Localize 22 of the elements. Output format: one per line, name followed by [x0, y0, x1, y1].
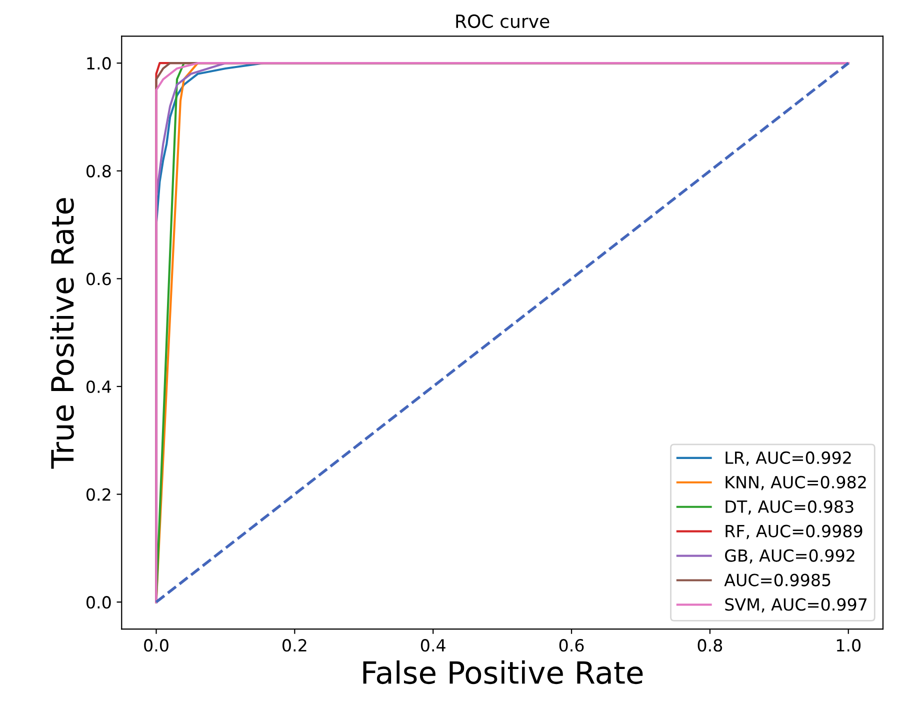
y-tick-label: 0.4: [86, 380, 111, 394]
x-axis-title: False Positive Rate: [363, 660, 643, 684]
y-tick-label: 0.0: [86, 596, 111, 609]
y-axis-title: True Positive Rate: [50, 198, 74, 469]
legend-label: LR, AUC=0.992: [726, 451, 851, 466]
legend-label: DT, AUC=0.983: [726, 500, 854, 515]
legend-label: GB, AUC=0.992: [725, 549, 854, 564]
x-tick-label: 1.0: [836, 639, 861, 652]
legend-label: AUC=0.9985: [724, 574, 830, 586]
legend-label: KNN, AUC=0.982: [726, 476, 866, 490]
x-tick-label: 0.6: [559, 639, 584, 652]
y-tick-label: 1.0: [87, 57, 111, 70]
legend-label: RF, AUC=0.9989: [726, 524, 862, 540]
y-tick-label: 0.6: [86, 272, 111, 286]
x-tick-label: 0.0: [144, 639, 168, 652]
legend-label: SVM, AUC=0.997: [725, 598, 867, 612]
y-tick-label: 0.8: [86, 164, 111, 178]
x-tick-label: 0.4: [420, 639, 446, 652]
x-tick-label: 0.8: [698, 639, 722, 652]
y-tick-label: 0.2: [86, 488, 110, 501]
x-tick-label: 0.2: [282, 639, 306, 652]
chart-title: ROC curve: [456, 14, 550, 28]
